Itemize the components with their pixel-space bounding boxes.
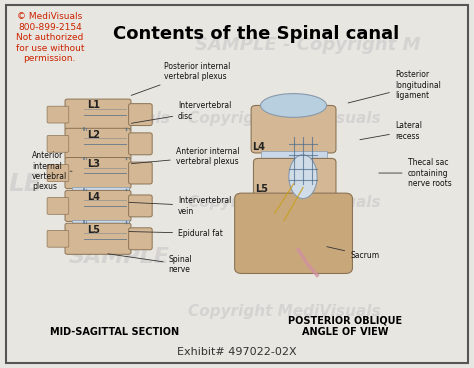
FancyBboxPatch shape (254, 159, 336, 199)
Text: Exhibit# 497022-02X: Exhibit# 497022-02X (177, 347, 297, 357)
Text: L5: L5 (255, 184, 268, 194)
Text: MediVisuals: MediVisuals (68, 111, 171, 126)
Text: Thecal sac
containing
nerve roots: Thecal sac containing nerve roots (379, 158, 451, 188)
Text: POSTERIOR OBLIQUE
ANGLE OF VIEW: POSTERIOR OBLIQUE ANGLE OF VIEW (288, 316, 402, 337)
Text: Copyright MediVisuals: Copyright MediVisuals (188, 195, 381, 210)
FancyBboxPatch shape (47, 135, 69, 152)
Text: Intervertebral
disc: Intervertebral disc (131, 101, 231, 123)
Text: Anterior
internal
vertebral
plexus: Anterior internal vertebral plexus (32, 151, 72, 191)
FancyBboxPatch shape (47, 106, 69, 123)
FancyBboxPatch shape (65, 190, 131, 222)
FancyBboxPatch shape (47, 198, 69, 214)
Text: Anterior internal
vertebral plexus: Anterior internal vertebral plexus (131, 147, 239, 166)
Text: Contents of the Spinal canal: Contents of the Spinal canal (113, 25, 399, 43)
FancyBboxPatch shape (235, 193, 353, 273)
Text: Posterior
longitudinal
ligament: Posterior longitudinal ligament (348, 71, 441, 103)
Text: L1: L1 (87, 100, 100, 110)
Text: Epidural fat: Epidural fat (129, 229, 223, 238)
Text: Intervertebral
vein: Intervertebral vein (129, 196, 231, 216)
FancyBboxPatch shape (65, 158, 131, 188)
Text: Posterior internal
vertebral plexus: Posterior internal vertebral plexus (131, 62, 230, 95)
Text: L2: L2 (87, 130, 100, 140)
Text: © MediVisuals
800-899-2154
Not authorized
for use without
permission.: © MediVisuals 800-899-2154 Not authorize… (16, 13, 84, 63)
Text: Sacrum: Sacrum (327, 247, 379, 260)
Ellipse shape (261, 93, 327, 117)
Text: Spinal
nerve: Spinal nerve (108, 254, 192, 274)
FancyBboxPatch shape (65, 223, 131, 254)
Text: L4: L4 (87, 192, 100, 202)
FancyBboxPatch shape (128, 228, 152, 250)
FancyBboxPatch shape (261, 151, 327, 160)
FancyBboxPatch shape (47, 164, 69, 181)
Text: Copyright MediVisuals: Copyright MediVisuals (188, 304, 381, 319)
Text: MID-SAGITTAL SECTION: MID-SAGITTAL SECTION (50, 328, 179, 337)
Text: Copyright MediVisuals: Copyright MediVisuals (188, 111, 381, 126)
FancyBboxPatch shape (65, 128, 131, 159)
Text: LE: LE (9, 172, 41, 196)
FancyBboxPatch shape (251, 106, 336, 153)
FancyBboxPatch shape (47, 230, 69, 247)
FancyBboxPatch shape (72, 220, 128, 226)
FancyBboxPatch shape (128, 104, 152, 125)
Text: SAMPLE - Copyright M: SAMPLE - Copyright M (195, 36, 420, 54)
FancyBboxPatch shape (72, 129, 128, 135)
FancyBboxPatch shape (72, 187, 128, 193)
Text: L4: L4 (252, 142, 265, 152)
Text: L3: L3 (87, 159, 100, 169)
FancyBboxPatch shape (128, 195, 152, 217)
FancyBboxPatch shape (65, 99, 131, 130)
FancyBboxPatch shape (72, 158, 128, 164)
Ellipse shape (289, 155, 317, 199)
FancyBboxPatch shape (128, 133, 152, 155)
Text: SAMPLE: SAMPLE (69, 247, 170, 267)
Text: Lateral
recess: Lateral recess (360, 121, 422, 141)
Text: L5: L5 (87, 224, 100, 235)
FancyBboxPatch shape (128, 162, 152, 184)
